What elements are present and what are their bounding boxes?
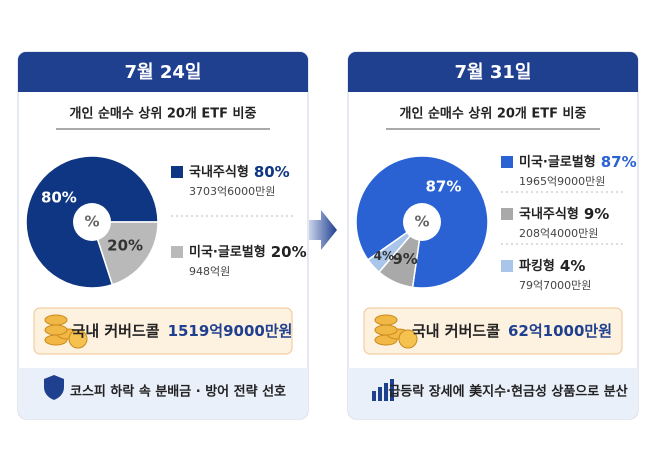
pie-slice <box>25 155 159 289</box>
legend-amount: 1965억9000만원 <box>519 175 605 188</box>
legend-value: 20% <box>271 243 307 261</box>
covered-call-amount: 62억1000만원 <box>508 322 612 340</box>
legend-amount: 948억원 <box>189 265 230 278</box>
chart-icon <box>384 383 388 401</box>
shield-icon <box>44 375 64 400</box>
coin-icon <box>44 324 68 336</box>
chart-icon <box>390 379 394 401</box>
legend-name: 국내주식형 <box>519 206 579 222</box>
slice-label: 87% <box>425 178 461 196</box>
legend-value: 87% <box>601 153 637 171</box>
panel-header <box>18 52 308 92</box>
chart-icon <box>378 387 382 401</box>
legend-swatch <box>501 208 513 220</box>
footer-band <box>348 368 638 419</box>
center-label: % <box>414 213 429 231</box>
legend-entry: 미국·글로벌형 87% <box>519 153 637 171</box>
legend-swatch <box>171 166 183 178</box>
covered-call-label: 국내 커버드콜 <box>72 322 160 340</box>
legend-swatch <box>501 260 513 272</box>
footer-text: 코스피 하락 속 분배금 · 방어 전략 선호 <box>70 384 286 400</box>
slice-label: 9% <box>392 250 417 268</box>
coin-icon <box>374 314 398 326</box>
covered-call-box <box>33 307 293 355</box>
covered-call-label: 국내 커버드콜 <box>412 322 500 340</box>
covered-call-amount: 1519억9000만원 <box>168 322 293 340</box>
legend-swatch <box>171 246 183 258</box>
coin-icon <box>374 324 398 336</box>
legend-name: 국내주식형 <box>189 164 249 180</box>
chart-icon <box>372 391 376 401</box>
panel-subtitle: 개인 순매수 상위 20개 ETF 비중 <box>400 106 587 122</box>
legend-entry: 파킹형 4% <box>519 257 585 275</box>
legend-value: 4% <box>560 257 585 275</box>
panel-subtitle: 개인 순매수 상위 20개 ETF 비중 <box>70 106 257 122</box>
legend-entry: 국내주식형 9% <box>519 205 609 223</box>
legend-entry: 미국·글로벌형 20% <box>189 243 307 261</box>
legend-amount: 79억7000만원 <box>519 279 591 292</box>
legend-name: 미국·글로벌형 <box>189 244 266 260</box>
slice-label: 80% <box>41 188 77 206</box>
covered-call: 국내 커버드콜 1519억9000만원 <box>72 322 293 340</box>
slice-label: 20% <box>107 237 143 255</box>
legend-amount: 208억4000만원 <box>519 227 598 240</box>
legend-name: 미국·글로벌형 <box>519 154 596 170</box>
legend-swatch <box>501 156 513 168</box>
legend-value: 80% <box>254 163 290 181</box>
coin-icon <box>68 329 88 349</box>
arrow <box>309 210 337 250</box>
coin-icon <box>44 314 68 326</box>
slice-label: 4% <box>374 249 394 263</box>
pie-slice <box>90 221 159 286</box>
center-label: % <box>84 213 99 231</box>
footer-band <box>18 368 308 419</box>
panel-date: 7월 24일 <box>125 62 202 83</box>
legend-amount: 3703억6000만원 <box>189 185 275 198</box>
legend-value: 9% <box>584 205 609 223</box>
pie-center <box>403 203 441 241</box>
pie-center <box>73 203 111 241</box>
legend-name: 파킹형 <box>519 258 555 274</box>
covered-call: 국내 커버드콜 62억1000만원 <box>412 322 612 340</box>
footer-text: 급등락 장세에 美지수·현금성 상품으로 분산 <box>388 384 627 400</box>
panel-header <box>348 52 638 92</box>
coin-icon <box>398 329 418 349</box>
panel-date: 7월 31일 <box>455 62 532 83</box>
legend-entry: 국내주식형 80% <box>189 163 290 181</box>
covered-call-box <box>363 307 623 355</box>
